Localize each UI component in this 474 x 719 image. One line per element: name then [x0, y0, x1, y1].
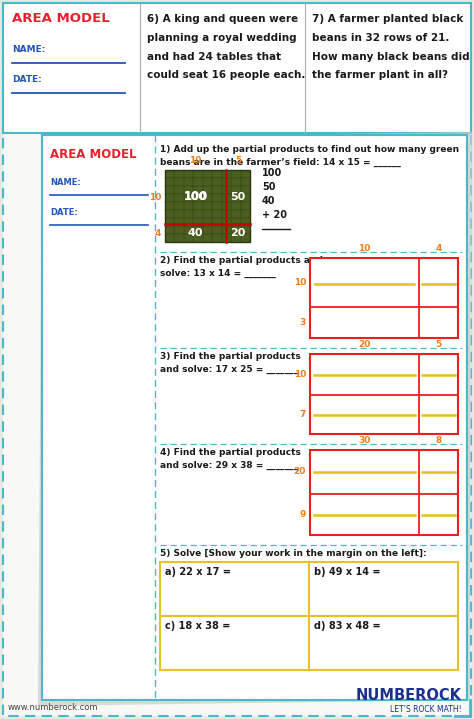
Text: 1) Add up the partial products to find out how many green
beans are in the farme: 1) Add up the partial products to find o… — [160, 145, 459, 167]
Text: 5: 5 — [436, 340, 442, 349]
Bar — [310, 450, 458, 535]
Text: 10: 10 — [358, 244, 371, 253]
Text: 5) Solve [Show your work in the margin on the left]:: 5) Solve [Show your work in the margin o… — [160, 549, 427, 558]
Text: 40: 40 — [188, 228, 203, 238]
Text: a) 22 x 17 =: a) 22 x 17 = — [165, 567, 231, 577]
Text: DATE:: DATE: — [50, 208, 78, 217]
Text: d) 83 x 48 =: d) 83 x 48 = — [314, 621, 381, 631]
Text: www.numberock.com: www.numberock.com — [8, 703, 99, 712]
Text: 10: 10 — [293, 278, 306, 287]
Text: 10: 10 — [189, 156, 202, 165]
Text: AREA MODEL: AREA MODEL — [12, 12, 110, 25]
Text: NAME:: NAME: — [50, 178, 81, 187]
Bar — [3, 3, 471, 133]
Text: AREA MODEL: AREA MODEL — [50, 148, 137, 161]
Text: 4: 4 — [155, 229, 161, 237]
Bar — [160, 562, 458, 670]
Text: 20: 20 — [293, 467, 306, 477]
Bar — [42, 135, 467, 700]
Text: 20: 20 — [230, 228, 246, 238]
Text: 7) A farmer planted black
beans in 32 rows of 21.
How many black beans did
the f: 7) A farmer planted black beans in 32 ro… — [312, 14, 470, 81]
Text: 3: 3 — [300, 318, 306, 327]
Text: 8: 8 — [436, 436, 442, 445]
Text: 3) Find the partial products
and solve: 17 x 25 = _______: 3) Find the partial products and solve: … — [160, 352, 301, 375]
Text: 4: 4 — [435, 244, 442, 253]
Text: 50: 50 — [262, 182, 275, 192]
Text: 40: 40 — [262, 196, 275, 206]
Bar — [42, 135, 467, 700]
Text: 9: 9 — [300, 510, 306, 519]
Text: + 20: + 20 — [262, 210, 287, 220]
Text: c) 18 x 38 =: c) 18 x 38 = — [165, 621, 230, 631]
Text: 50: 50 — [230, 192, 246, 202]
Text: 7: 7 — [300, 410, 306, 419]
Text: 20: 20 — [358, 340, 371, 349]
Text: DATE:: DATE: — [12, 75, 42, 84]
Text: 6) A king and queen were
planning a royal wedding
and had 24 tables that
could s: 6) A king and queen were planning a roya… — [147, 14, 305, 81]
Bar — [310, 258, 458, 338]
Text: 100: 100 — [184, 192, 207, 202]
Text: 4) Find the partial products
and solve: 29 x 38 = _______: 4) Find the partial products and solve: … — [160, 448, 301, 470]
Text: 100: 100 — [184, 191, 208, 203]
Text: 5: 5 — [235, 156, 241, 165]
Text: 10: 10 — [293, 370, 306, 379]
Text: NUMBEROCK: NUMBEROCK — [356, 688, 462, 703]
Polygon shape — [38, 132, 472, 706]
Bar — [310, 354, 458, 434]
Text: 2) Find the partial products and
solve: 13 x 14 = _______: 2) Find the partial products and solve: … — [160, 256, 323, 278]
Text: NAME:: NAME: — [12, 45, 46, 54]
Text: b) 49 x 14 =: b) 49 x 14 = — [314, 567, 381, 577]
Text: 30: 30 — [358, 436, 371, 445]
Text: LET’S ROCK MATH!: LET’S ROCK MATH! — [391, 705, 462, 714]
Text: 10: 10 — [149, 193, 161, 201]
Bar — [165, 170, 250, 242]
Text: 100: 100 — [262, 168, 282, 178]
